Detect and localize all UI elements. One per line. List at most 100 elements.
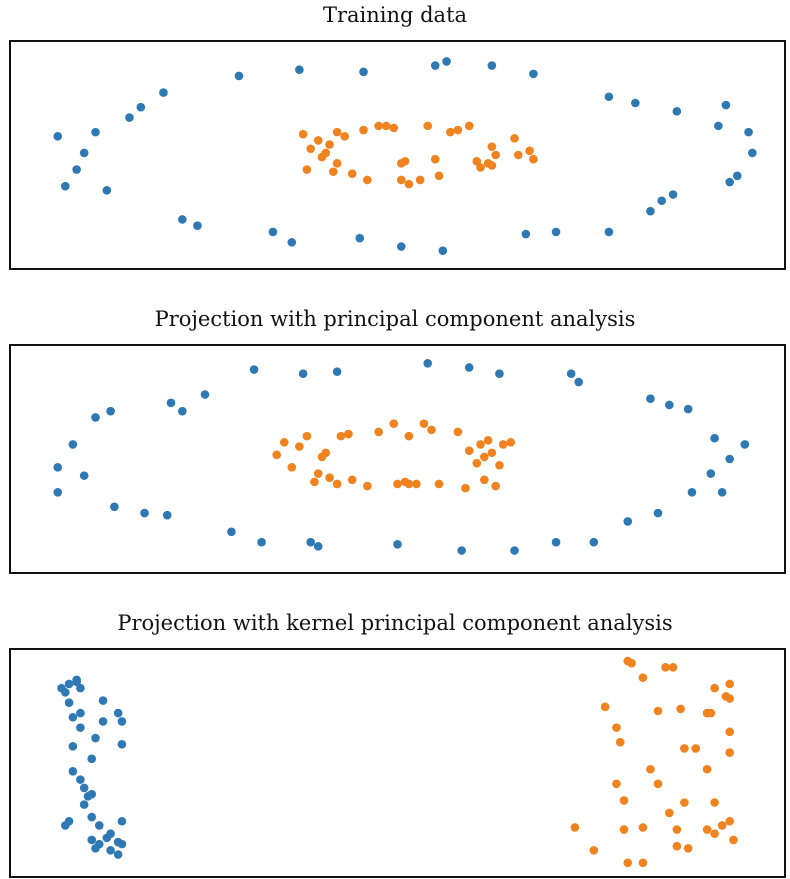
- scatter-point-outer: [725, 177, 734, 187]
- scatter-point-inner: [396, 175, 406, 185]
- scatter-point-inner: [619, 825, 629, 834]
- scatter-point-outer: [257, 537, 266, 547]
- scatter-point-inner: [725, 816, 734, 826]
- scatter-point-outer: [249, 365, 259, 374]
- panel-3-frame: [9, 648, 786, 878]
- scatter-point-inner: [525, 146, 534, 156]
- scatter-point-outer: [740, 440, 750, 449]
- scatter-point-inner: [483, 435, 493, 445]
- scatter-point-inner: [619, 796, 629, 805]
- scatter-point-inner: [661, 663, 670, 672]
- scatter-point-outer: [91, 413, 100, 422]
- scatter-point-inner: [419, 419, 429, 428]
- scatter-point-inner: [476, 163, 485, 172]
- scatter-point-inner: [374, 427, 383, 437]
- scatter-point-outer: [159, 88, 168, 97]
- scatter-point-outer: [725, 454, 734, 464]
- scatter-point-inner: [487, 161, 497, 170]
- scatter-point-outer: [53, 463, 63, 472]
- scatter-point-outer: [79, 783, 89, 793]
- scatter-point-outer: [646, 206, 655, 216]
- scatter-point-inner: [363, 175, 372, 185]
- scatter-point-outer: [653, 508, 663, 518]
- scatter-point-inner: [347, 475, 357, 485]
- scatter-point-inner: [313, 136, 323, 145]
- scatter-point-inner: [430, 154, 440, 164]
- scatter-point-inner: [340, 131, 349, 141]
- scatter-point-inner: [400, 156, 410, 166]
- scatter-point-inner: [302, 431, 312, 441]
- scatter-point-inner: [487, 448, 497, 458]
- scatter-point-outer: [646, 394, 655, 403]
- scatter-point-outer: [68, 767, 78, 776]
- panel-2-title: Projection with principal component anal…: [154, 307, 636, 331]
- scatter-point-outer: [68, 742, 78, 751]
- scatter-point-inner: [480, 452, 489, 462]
- scatter-point-inner: [302, 165, 312, 174]
- scatter-point-inner: [434, 171, 444, 181]
- scatter-point-inner: [412, 479, 421, 489]
- scatter-point-inner: [615, 737, 625, 747]
- scatter-point-outer: [631, 98, 640, 108]
- panel-2-plot: [9, 344, 786, 574]
- scatter-point-outer: [672, 107, 682, 116]
- scatter-point-outer: [683, 404, 693, 414]
- scatter-point-outer: [106, 829, 115, 839]
- scatter-point-outer: [76, 708, 85, 718]
- scatter-point-inner: [680, 744, 689, 753]
- scatter-point-outer: [423, 359, 433, 368]
- panel-1-title: Training data: [322, 3, 468, 27]
- scatter-point-outer: [268, 227, 278, 237]
- scatter-point-inner: [393, 479, 402, 489]
- scatter-point-outer: [721, 100, 731, 110]
- scatter-point-inner: [510, 134, 519, 143]
- scatter-point-inner: [495, 460, 504, 470]
- scatter-point-outer: [140, 508, 149, 518]
- scatter-point-inner: [668, 663, 678, 672]
- scatter-point-outer: [76, 775, 85, 784]
- scatter-point-outer: [79, 471, 89, 480]
- scatter-point-outer: [566, 369, 576, 379]
- scatter-point-outer: [521, 229, 531, 239]
- scatter-point-outer: [200, 390, 210, 399]
- scatter-point-outer: [98, 717, 108, 726]
- scatter-point-inner: [676, 704, 685, 714]
- scatter-point-outer: [551, 227, 561, 237]
- scatter-point-inner: [344, 429, 353, 439]
- scatter-point-inner: [710, 798, 719, 807]
- scatter-point-inner: [325, 140, 334, 149]
- scatter-point-outer: [87, 754, 97, 764]
- scatter-point-inner: [427, 425, 436, 435]
- scatter-point-outer: [298, 369, 308, 379]
- scatter-point-outer: [178, 215, 187, 224]
- scatter-point-inner: [710, 829, 719, 839]
- scatter-point-inner: [279, 438, 289, 447]
- scatter-point-outer: [64, 679, 74, 689]
- scatter-point-outer: [68, 440, 78, 449]
- scatter-point-inner: [295, 442, 304, 451]
- scatter-point-outer: [64, 816, 74, 826]
- scatter-point-outer: [234, 71, 244, 81]
- scatter-point-outer: [604, 227, 614, 237]
- scatter-point-inner: [672, 825, 682, 834]
- scatter-point-outer: [717, 487, 727, 497]
- scatter-point-inner: [710, 683, 719, 693]
- scatter-point-outer: [68, 712, 78, 722]
- scatter-point-inner: [461, 483, 470, 493]
- scatter-point-inner: [453, 427, 463, 437]
- scatter-point-inner: [653, 706, 663, 716]
- scatter-point-inner: [725, 727, 734, 737]
- scatter-point-inner: [498, 440, 508, 449]
- scatter-point-inner: [506, 438, 516, 447]
- scatter-point-outer: [136, 102, 146, 112]
- scatter-point-outer: [110, 502, 119, 512]
- scatter-point-outer: [91, 733, 100, 743]
- scatter-point-inner: [729, 835, 738, 845]
- scatter-point-inner: [672, 841, 682, 851]
- scatter-point-outer: [64, 698, 74, 707]
- scatter-point-outer: [87, 835, 97, 845]
- scatter-point-inner: [627, 658, 636, 668]
- scatter-point-inner: [653, 779, 663, 789]
- scatter-point-inner: [680, 798, 689, 807]
- scatter-point-outer: [106, 406, 115, 416]
